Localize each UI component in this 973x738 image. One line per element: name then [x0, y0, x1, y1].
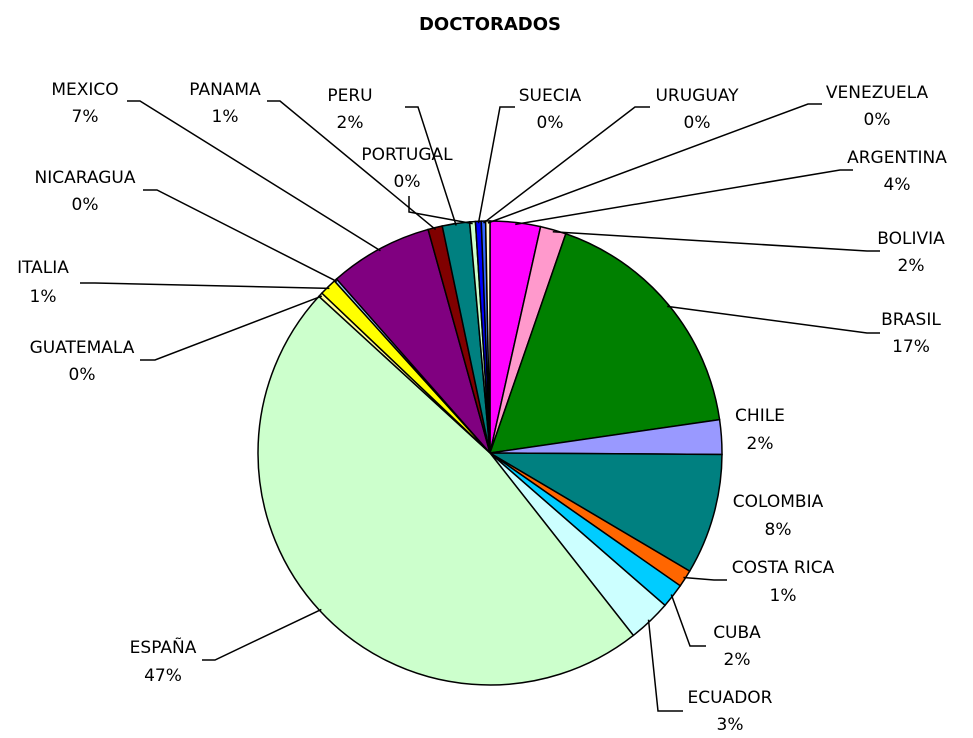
- slice-value-label: 0%: [684, 113, 711, 133]
- slice-value-label: 0%: [69, 365, 96, 385]
- leader-line: [647, 619, 683, 712]
- leader-line: [202, 608, 322, 661]
- leader-line: [487, 103, 822, 224]
- slice-label: ITALIA: [17, 258, 69, 278]
- leader-line: [683, 576, 727, 581]
- slice-label: PERU: [327, 86, 372, 106]
- slice-value-label: 2%: [337, 113, 364, 133]
- leader-line: [515, 169, 853, 226]
- slice-label: BOLIVIA: [877, 229, 945, 249]
- slice-value-label: 2%: [724, 650, 751, 670]
- leader-line: [405, 106, 457, 226]
- pie-slice: [487, 452, 723, 573]
- slice-value-label: 8%: [765, 520, 792, 540]
- slice-label: ESPAÑA: [130, 636, 197, 658]
- leader-line: [477, 106, 515, 224]
- leader-line: [408, 196, 473, 225]
- pie-slice: [488, 232, 721, 454]
- slice-value-label: 0%: [394, 172, 421, 192]
- slice-label: SUECIA: [519, 86, 582, 106]
- slice-value-label: 4%: [884, 175, 911, 195]
- slice-value-label: 1%: [770, 586, 797, 606]
- slice-label: URUGUAY: [655, 86, 739, 106]
- leader-line: [667, 305, 880, 334]
- slice-label: NICARAGUA: [35, 168, 136, 188]
- slice-label: PORTUGAL: [361, 145, 453, 165]
- leader-line: [267, 100, 437, 231]
- slice-value-label: 1%: [30, 287, 57, 307]
- slice-label: PANAMA: [189, 80, 261, 100]
- slice-label: CUBA: [713, 623, 761, 643]
- slice-label: CHILE: [735, 406, 785, 426]
- slice-label: ECUADOR: [688, 688, 773, 708]
- chart-title: DOCTORADOS: [419, 14, 561, 35]
- leader-line: [483, 106, 650, 224]
- slice-value-label: 3%: [717, 715, 744, 735]
- slice-label: ARGENTINA: [847, 148, 947, 168]
- leader-line: [140, 295, 323, 361]
- slice-value-label: 47%: [144, 666, 182, 686]
- slice-label: COSTA RICA: [732, 558, 835, 578]
- slice-value-label: 7%: [72, 107, 99, 127]
- pie-slice: [484, 220, 491, 454]
- slice-value-label: 1%: [212, 107, 239, 127]
- slice-label: MEXICO: [51, 80, 118, 100]
- slice-value-label: 0%: [537, 113, 564, 133]
- slice-value-label: 2%: [747, 434, 774, 454]
- leader-line: [552, 230, 880, 252]
- slice-value-label: 0%: [72, 195, 99, 215]
- slice-label: GUATEMALA: [30, 338, 135, 358]
- leader-line: [670, 594, 706, 647]
- slice-label: COLOMBIA: [733, 492, 824, 512]
- slice-label: BRASIL: [881, 310, 941, 330]
- slice-value-label: 2%: [898, 256, 925, 276]
- leader-line: [80, 282, 330, 290]
- leader-line: [127, 100, 381, 252]
- pie-slice: [335, 228, 491, 454]
- leader-line: [143, 189, 338, 283]
- slice-label: VENEZUELA: [826, 83, 929, 103]
- slice-value-label: 0%: [864, 110, 891, 130]
- slice-value-label: 17%: [892, 337, 930, 357]
